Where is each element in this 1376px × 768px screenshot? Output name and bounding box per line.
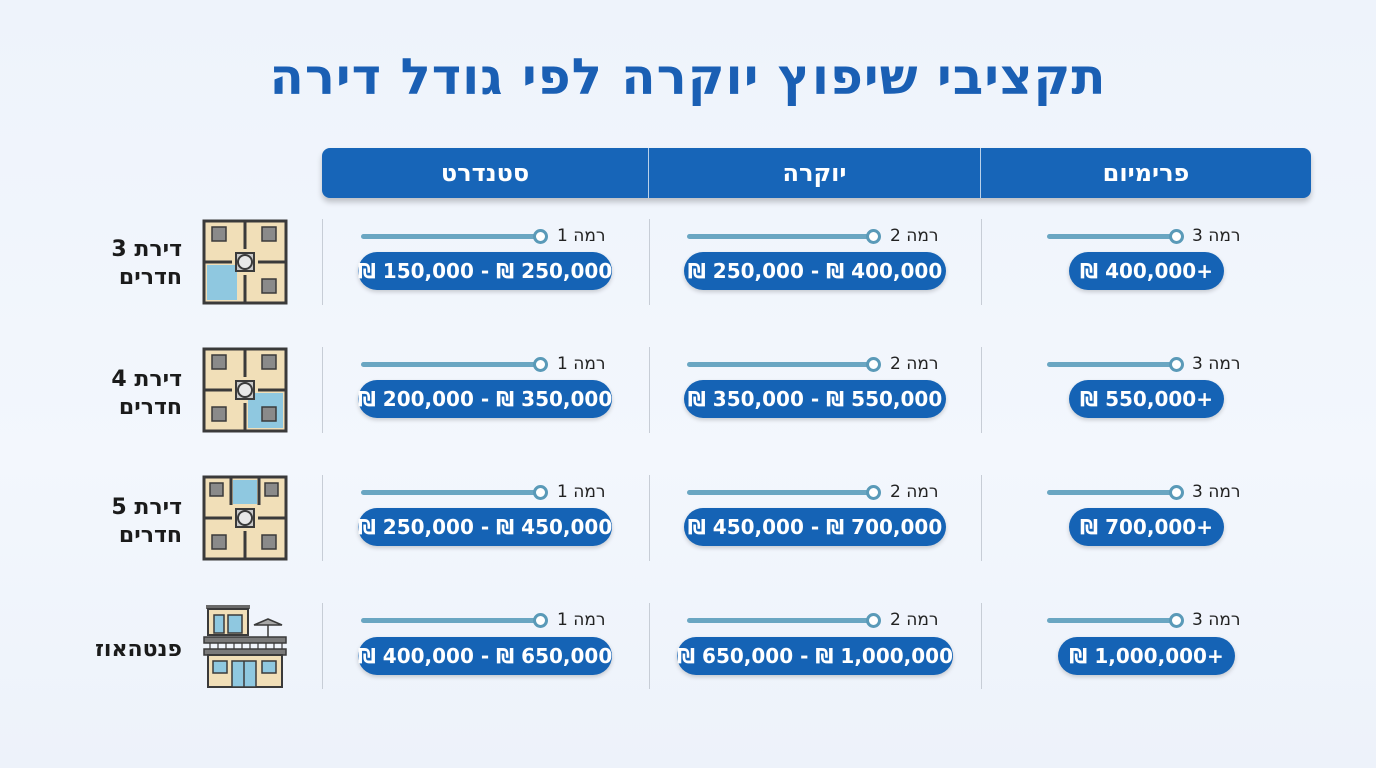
column-divider bbox=[649, 603, 650, 689]
level-label: רמה 3 bbox=[1192, 354, 1241, 374]
column-header-luxury: יוקרה bbox=[649, 148, 981, 198]
level-label: רמה 2 bbox=[890, 226, 939, 246]
level-indicator-line bbox=[361, 234, 538, 239]
floorplan-icon bbox=[202, 219, 288, 305]
level-indicator-line bbox=[687, 234, 871, 239]
column-header-standard: סטנדרט bbox=[322, 148, 649, 198]
level-label: רמה 3 bbox=[1192, 610, 1241, 630]
level-label: רמה 1 bbox=[557, 482, 606, 502]
level-indicator-dot bbox=[866, 229, 881, 244]
price-range-pill: ₪ 350,000 - ₪ 550,000 bbox=[684, 380, 946, 418]
level-indicator-dot bbox=[866, 357, 881, 372]
level-indicator-dot bbox=[866, 613, 881, 628]
level-indicator-dot bbox=[533, 613, 548, 628]
level-indicator-line bbox=[687, 490, 871, 495]
floorplan-icon bbox=[202, 475, 288, 561]
level-indicator-line bbox=[687, 618, 871, 623]
level-indicator-line bbox=[1047, 234, 1175, 239]
level-indicator-dot bbox=[1169, 229, 1184, 244]
level-label: רמה 1 bbox=[557, 610, 606, 630]
column-divider bbox=[981, 219, 982, 305]
column-divider bbox=[981, 475, 982, 561]
level-indicator-dot bbox=[866, 485, 881, 500]
level-label: רמה 1 bbox=[557, 226, 606, 246]
row-label-line1: דירת 4 bbox=[111, 367, 182, 392]
level-label: רמה 3 bbox=[1192, 482, 1241, 502]
price-range-pill: ₪ 550,000+ bbox=[1069, 380, 1224, 418]
level-indicator-dot bbox=[1169, 485, 1184, 500]
row-label-line1: דירת 3 bbox=[111, 237, 182, 262]
level-indicator-line bbox=[361, 362, 538, 367]
price-range-pill: ₪ 250,000 - ₪ 400,000 bbox=[684, 252, 946, 290]
row-label: דירת 4 חדרים bbox=[70, 366, 182, 422]
row-label-line2: חדרים bbox=[118, 523, 182, 548]
level-indicator-dot bbox=[1169, 357, 1184, 372]
row-label: דירת 3 חדרים bbox=[70, 236, 182, 292]
column-divider bbox=[649, 475, 650, 561]
column-divider bbox=[981, 603, 982, 689]
level-indicator-dot bbox=[533, 485, 548, 500]
price-range-pill: ₪ 1,000,000+ bbox=[1058, 637, 1235, 675]
price-range-pill: ₪ 650,000 - ₪ 1,000,000 bbox=[677, 637, 953, 675]
row-label-line1: דירת 5 bbox=[111, 495, 182, 520]
level-indicator-line bbox=[1047, 618, 1175, 623]
level-indicator-line bbox=[1047, 490, 1175, 495]
level-label: רמה 2 bbox=[890, 354, 939, 374]
row-label-line1: פנטהאוז bbox=[95, 637, 182, 662]
level-label: רמה 1 bbox=[557, 354, 606, 374]
level-indicator-dot bbox=[533, 357, 548, 372]
row-label-line2: חדרים bbox=[118, 395, 182, 420]
level-indicator-line bbox=[361, 618, 538, 623]
level-label: רמה 2 bbox=[890, 610, 939, 630]
column-divider bbox=[322, 475, 323, 561]
row-label: פנטהאוז bbox=[70, 636, 182, 664]
row-label-line2: חדרים bbox=[118, 265, 182, 290]
row-label: דירת 5 חדרים bbox=[70, 494, 182, 550]
price-range-pill: ₪ 450,000 - ₪ 700,000 bbox=[684, 508, 946, 546]
price-range-pill: ₪ 200,000 - ₪ 350,000 bbox=[358, 380, 612, 418]
price-range-pill: ₪ 700,000+ bbox=[1069, 508, 1224, 546]
column-divider bbox=[322, 219, 323, 305]
level-indicator-line bbox=[687, 362, 871, 367]
price-range-pill: ₪ 150,000 - ₪ 250,000 bbox=[358, 252, 612, 290]
level-label: רמה 3 bbox=[1192, 226, 1241, 246]
penthouse-building-icon bbox=[203, 605, 287, 688]
column-header-bar: סטנדרט יוקרה פרימיום bbox=[322, 148, 1311, 198]
price-range-pill: ₪ 400,000+ bbox=[1069, 252, 1224, 290]
column-header-premium: פרימיום bbox=[1102, 159, 1190, 187]
column-divider bbox=[649, 219, 650, 305]
level-label: רמה 2 bbox=[890, 482, 939, 502]
price-range-pill: ₪ 250,000 - ₪ 450,000 bbox=[358, 508, 612, 546]
level-indicator-dot bbox=[1169, 613, 1184, 628]
page-title: תקציבי שיפוץ יוקרה לפי גודל דירה bbox=[269, 48, 1107, 106]
column-divider bbox=[322, 347, 323, 433]
level-indicator-dot bbox=[533, 229, 548, 244]
column-divider bbox=[649, 347, 650, 433]
floorplan-icon bbox=[202, 347, 288, 433]
column-divider bbox=[322, 603, 323, 689]
level-indicator-line bbox=[361, 490, 538, 495]
price-range-pill: ₪ 400,000 - ₪ 650,000 bbox=[358, 637, 612, 675]
column-divider bbox=[981, 347, 982, 433]
level-indicator-line bbox=[1047, 362, 1175, 367]
